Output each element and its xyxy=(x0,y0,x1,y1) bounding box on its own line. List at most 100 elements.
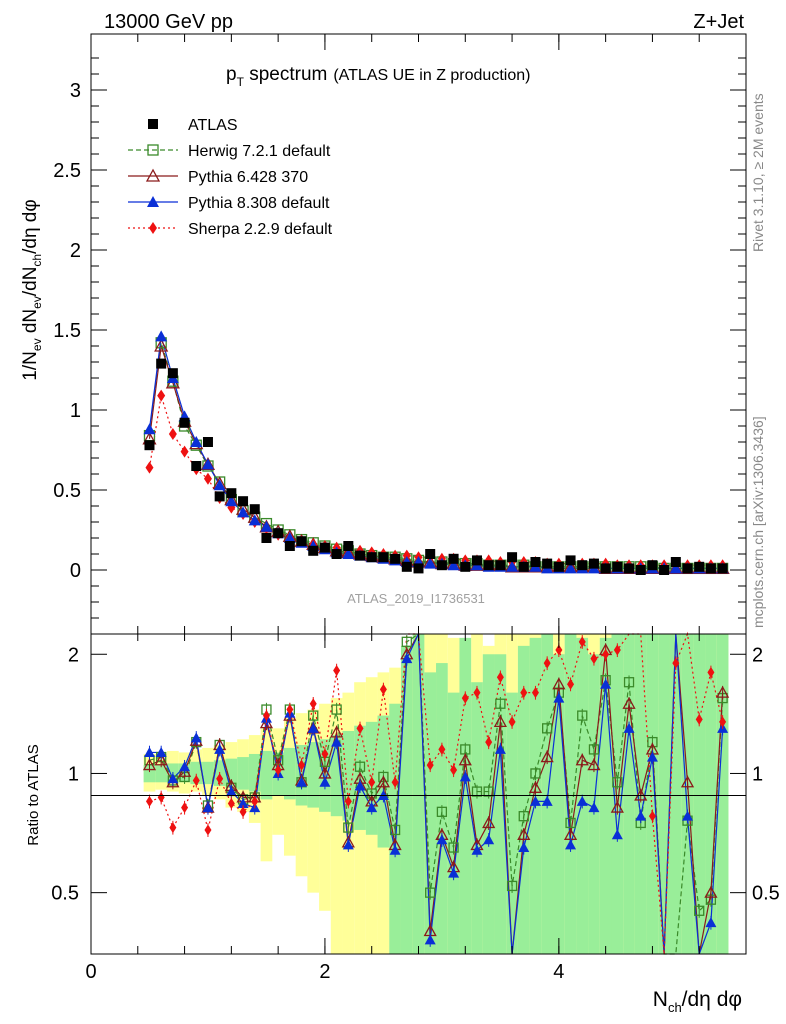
header-process: Z+Jet xyxy=(693,11,744,33)
ratio-point xyxy=(520,687,528,699)
ratio-point xyxy=(542,723,553,734)
ratio-point xyxy=(646,751,658,762)
data-point xyxy=(179,417,190,428)
side-label-rivet: Rivet 3.1.10, ≥ 2M events xyxy=(750,93,766,252)
ratio-point xyxy=(354,780,366,791)
data-point xyxy=(447,559,460,571)
ratio-point xyxy=(274,764,282,776)
data-point xyxy=(506,560,519,572)
ratio-green-band xyxy=(517,645,530,954)
ratio-point xyxy=(401,636,412,647)
ratio-point xyxy=(553,692,565,703)
legend-label: Pythia 6.428 370 xyxy=(188,169,308,186)
ratio-point xyxy=(518,811,529,822)
ratio-green-band xyxy=(283,747,296,800)
ratio-point xyxy=(588,744,600,755)
ratio-point xyxy=(354,761,366,772)
ratio-point xyxy=(216,773,224,785)
data-point xyxy=(190,436,203,447)
data-point xyxy=(390,553,401,564)
axis-ticks: 0 0.5 1 1.5 2 2.5 3 0 2 4 0.5 0.5 1 1 2 2 xyxy=(51,34,780,983)
ratio-point xyxy=(576,795,588,806)
data-point xyxy=(471,555,482,566)
ratio-point xyxy=(518,842,530,853)
data-point xyxy=(565,555,576,566)
ratio-green-band xyxy=(705,634,717,954)
ratio-point xyxy=(590,653,598,665)
data-point xyxy=(226,488,237,499)
ratio-point xyxy=(483,786,494,797)
data-point xyxy=(319,542,330,553)
data-point xyxy=(260,520,273,532)
ratio-line xyxy=(149,632,724,955)
ratio-y-axis-label: Ratio to ATLAS xyxy=(25,744,42,845)
ratio-green-band xyxy=(658,634,670,954)
ratio-point xyxy=(379,683,387,695)
y-tick-label: 1 xyxy=(70,400,81,422)
ratio-green-band xyxy=(646,634,659,954)
data-point xyxy=(225,495,238,507)
legend-marker xyxy=(145,168,161,182)
ratio-point xyxy=(530,768,541,779)
data-point xyxy=(145,461,154,474)
ratio-point xyxy=(555,644,563,656)
y-tick-label: 2 xyxy=(70,240,81,262)
ratio-green-band xyxy=(330,735,343,817)
data-point xyxy=(659,565,670,575)
ratio-point xyxy=(192,774,200,786)
ratio-green-band xyxy=(471,682,483,954)
ratio-green-band xyxy=(155,765,168,783)
ratio-point xyxy=(541,795,553,806)
ratio-point xyxy=(483,834,495,845)
data-point xyxy=(507,552,518,563)
ratio-point xyxy=(694,905,705,916)
data-point xyxy=(378,552,389,563)
ratio-point xyxy=(424,934,436,945)
ratio-point xyxy=(368,776,376,788)
ratio-point xyxy=(602,648,610,660)
y-tick-label: 3 xyxy=(70,80,81,102)
data-point xyxy=(296,536,307,547)
ratio-point xyxy=(575,753,589,766)
data-point xyxy=(705,563,716,574)
ratio-point xyxy=(623,722,635,733)
ratio-point xyxy=(496,671,504,683)
ratio-point xyxy=(366,802,378,813)
ratio-tick-label: 1 xyxy=(752,763,763,785)
ratio-point xyxy=(167,773,179,784)
data-point xyxy=(261,533,272,543)
ratio-green-band xyxy=(564,634,577,954)
y-tick-label: 2.5 xyxy=(53,160,81,182)
ratio-green-band xyxy=(482,654,495,954)
ratio-green-band xyxy=(190,761,203,785)
data-point xyxy=(191,461,202,471)
data-point xyxy=(413,563,424,574)
ratio-green-band xyxy=(553,654,565,954)
data-point xyxy=(669,562,682,574)
title-sub: T xyxy=(237,75,245,89)
data-point xyxy=(612,561,623,572)
data-point xyxy=(331,549,342,559)
ratio-point xyxy=(493,714,507,727)
ratio-green-band xyxy=(412,634,425,954)
ratio-green-band xyxy=(623,634,635,954)
ratio-point xyxy=(342,839,354,850)
ratio-point xyxy=(705,917,717,928)
ratio-point xyxy=(565,839,577,850)
x-axis-label: Nch/dη dφ xyxy=(653,988,742,1015)
ratio-point xyxy=(155,746,167,757)
ratio-point xyxy=(458,753,472,766)
ratio-point xyxy=(309,698,317,710)
ratio-point xyxy=(552,677,566,690)
ratio-point xyxy=(495,698,506,709)
data-point xyxy=(401,561,412,572)
ratio-tick-label: 0.5 xyxy=(752,883,780,905)
legend-marker xyxy=(148,119,158,129)
ratio-point xyxy=(169,822,177,834)
ratio-point xyxy=(567,678,575,690)
ratio-point xyxy=(448,867,460,878)
ratio-point xyxy=(716,685,730,698)
ratio-point xyxy=(540,750,554,763)
data-point xyxy=(448,553,459,564)
